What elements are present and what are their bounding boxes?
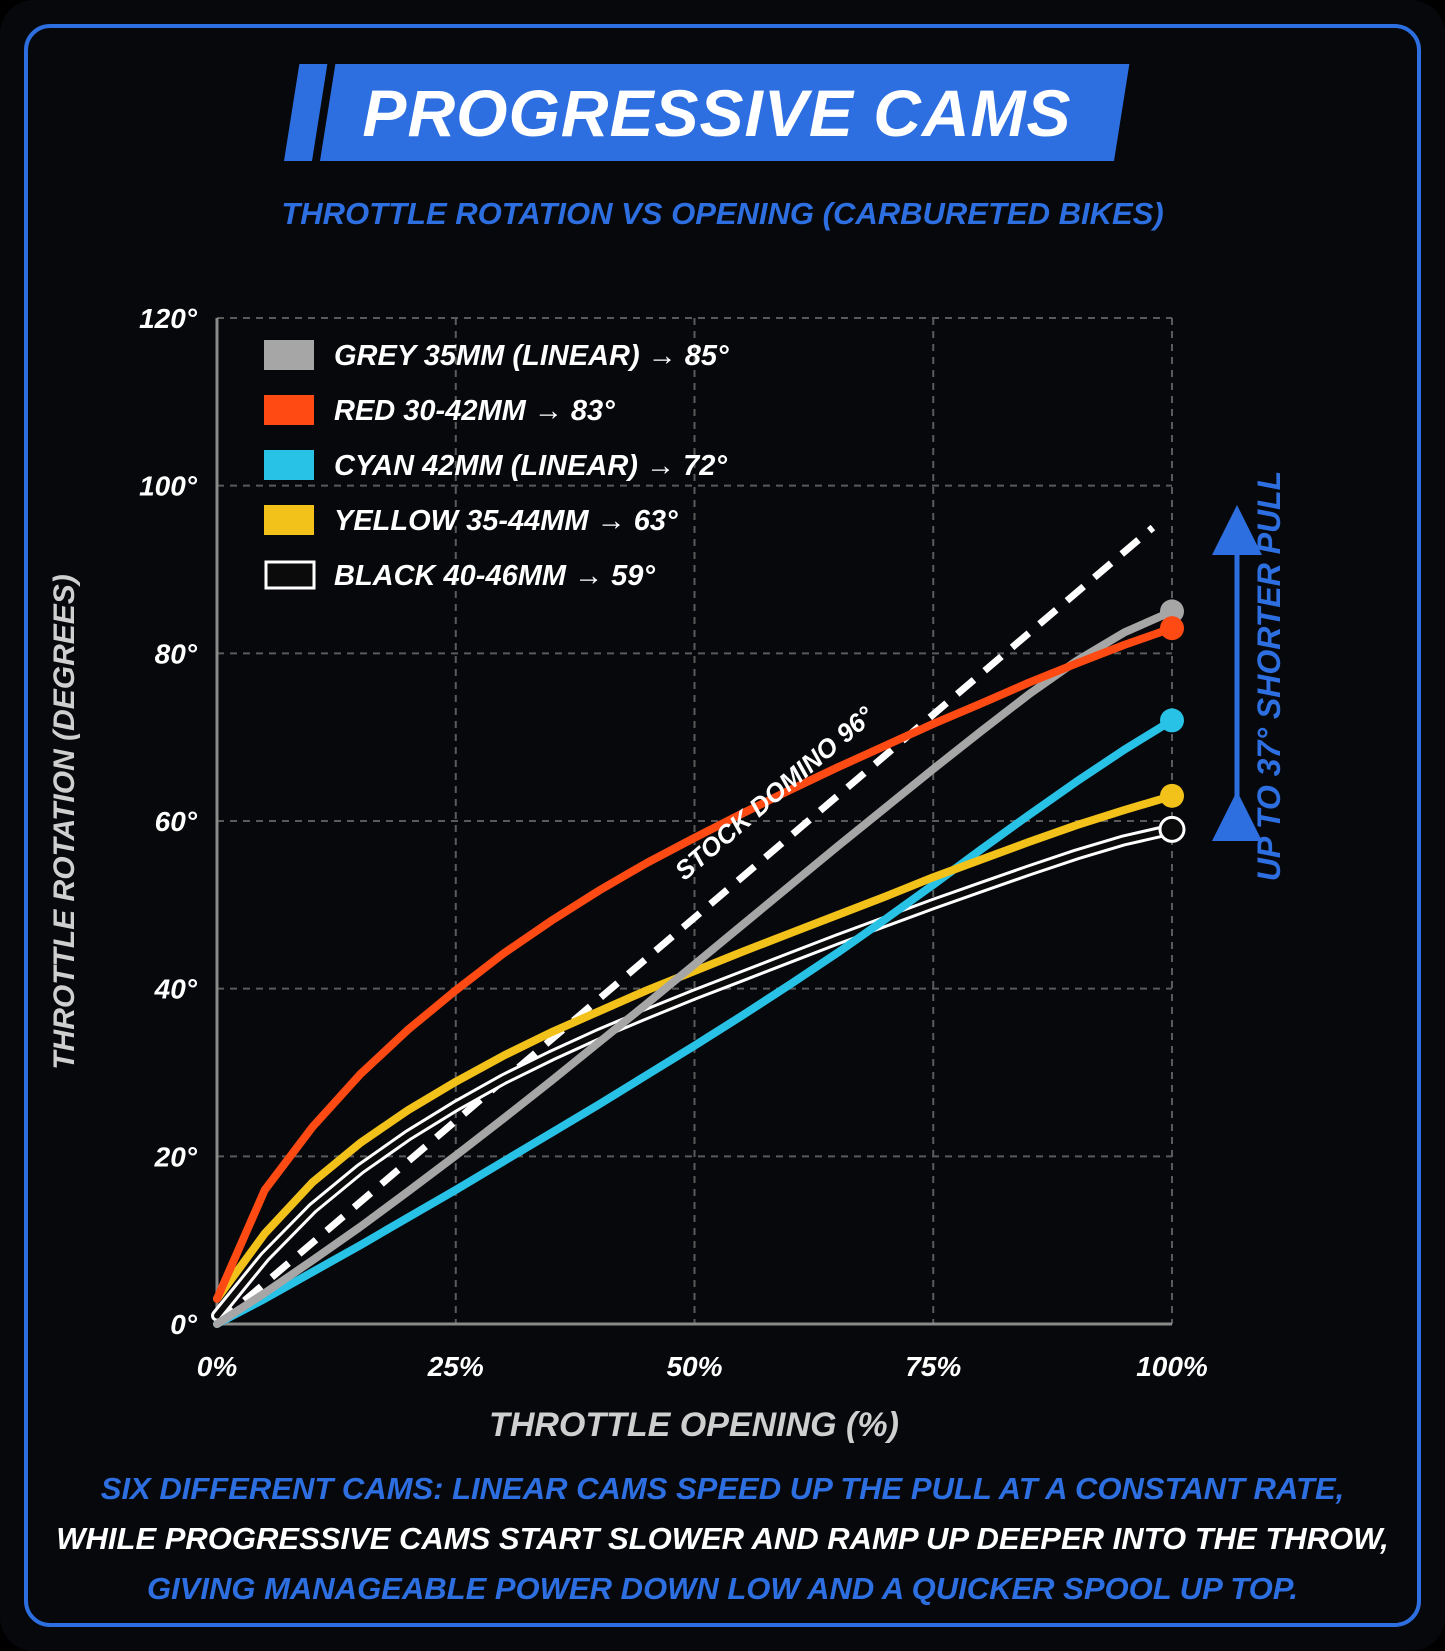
title-banner: PROGRESSIVE CAMS (284, 64, 1130, 161)
series-grey-line (213, 607, 1176, 1328)
y-tick-label: 40° (154, 974, 198, 1005)
x-axis-label: THROTTLE OPENING (%) (489, 1406, 899, 1444)
grid-layer (217, 317, 1173, 1324)
series-yellow-endpoint (1160, 783, 1184, 808)
stock-reference-label: STOCK DOMINO 96° (669, 700, 880, 886)
y-tick-label: 60° (155, 806, 198, 837)
series-yellow-line (213, 791, 1176, 1303)
chart-svg: STOCK DOMINO 96° GREY 35MM (LINEAR) → 85… (48, 303, 1287, 1444)
y-tick-label: 120° (139, 303, 198, 334)
legend-swatch-grey (264, 340, 314, 370)
x-tick-label: 75% (905, 1351, 961, 1382)
y-tick-label: 80° (155, 638, 198, 669)
y-tick-label: 100° (139, 471, 198, 502)
series-cyan-endpoint (1160, 708, 1184, 733)
footer-line-2: WHILE PROGRESSIVE CAMS START SLOWER AND … (56, 1521, 1389, 1556)
legend-swatch-cyan (264, 450, 314, 480)
series-grey-endpoint (1160, 599, 1184, 624)
y-tick-label: 0° (170, 1309, 198, 1340)
shorter-pull-label: UP TO 37° SHORTER PULL (1251, 471, 1287, 882)
x-tick-label: 0% (197, 1351, 238, 1382)
legend-swatch-black (264, 560, 316, 590)
legend-label-cyan: CYAN 42MM (LINEAR) → 72° (334, 450, 727, 482)
y-tick-label: 20° (154, 1141, 198, 1172)
shorter-pull-annotation: UP TO 37° SHORTER PULL (1212, 471, 1287, 882)
reference-layer (214, 524, 1156, 1327)
x-tick-label: 50% (666, 1351, 722, 1382)
legend-swatch-yellow (264, 505, 314, 535)
legend-label-black: BLACK 40-46MM → 59° (334, 560, 655, 592)
footer-line-3: GIVING MANAGEABLE POWER DOWN LOW AND A Q… (146, 1571, 1299, 1606)
chart-subtitle: THROTTLE ROTATION VS OPENING (CARBURETED… (281, 196, 1164, 231)
x-tick-label: 100% (1136, 1351, 1208, 1382)
axis-layer (215, 318, 1172, 1326)
legend-label-grey: GREY 35MM (LINEAR) → 85° (334, 340, 729, 372)
page-title: PROGRESSIVE CAMS (362, 75, 1072, 150)
legend-label-yellow: YELLOW 35-44MM → 63° (334, 505, 678, 537)
y-axis-label: THROTTLE ROTATION (DEGREES) (48, 574, 81, 1070)
series-red-endpoint (1160, 616, 1184, 641)
legend: GREY 35MM (LINEAR) → 85° RED 30-42MM → 83… (264, 340, 729, 592)
border-frame (24, 24, 1421, 1627)
tick-labels: 0% 25% 50% 75% 100% 0° 20° 40° 60° 80° 100° 120° (139, 303, 1208, 1382)
footer-caption: SIX DIFFERENT CAMS: LINEAR CAMS SPEED UP… (0, 1464, 1445, 1614)
series-black-endpoint (1158, 815, 1186, 843)
footer-line-1: SIX DIFFERENT CAMS: LINEAR CAMS SPEED UP… (100, 1471, 1345, 1506)
series-black-line (214, 826, 1175, 1319)
x-tick-label: 25% (427, 1351, 484, 1382)
legend-swatch-red (264, 395, 314, 425)
series-layer (211, 607, 1178, 1328)
series-cyan-line (213, 716, 1176, 1328)
stock-reference-line (214, 524, 1156, 1327)
legend-label-red: RED 30-42MM → 83° (334, 395, 615, 427)
series-red-line (213, 624, 1176, 1303)
